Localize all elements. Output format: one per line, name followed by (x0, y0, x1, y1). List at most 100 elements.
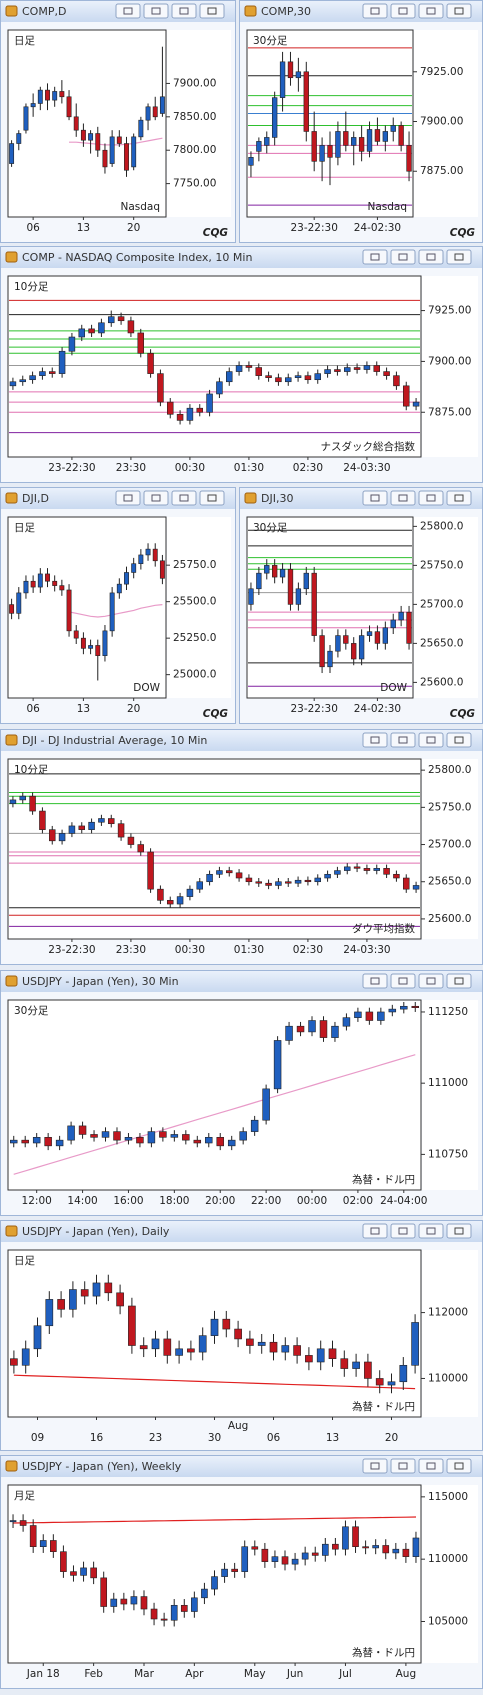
button-glyph (207, 494, 217, 502)
x-tick-label: 06 (26, 703, 40, 715)
link-button[interactable] (362, 732, 388, 748)
candle-body (206, 873, 213, 883)
candle-body (353, 367, 361, 370)
restore-button[interactable] (418, 1458, 444, 1474)
close-button[interactable] (446, 3, 472, 19)
candle-body (108, 316, 115, 324)
close-button[interactable] (446, 249, 472, 265)
link-button[interactable] (115, 3, 141, 19)
minimize-button[interactable] (390, 3, 416, 19)
link-button[interactable] (362, 973, 388, 989)
y-tick-label: 111250 (428, 1006, 468, 1018)
link-button[interactable] (362, 1223, 388, 1239)
link-button[interactable] (362, 249, 388, 265)
minimize-button[interactable] (143, 3, 169, 19)
candle-body (90, 1134, 98, 1138)
logo: CQG (450, 227, 476, 239)
instrument-name: ダウ平均指数 (352, 922, 415, 935)
button-glyph (179, 494, 189, 502)
minimize-button[interactable] (390, 973, 416, 989)
chart-window: COMP - NASDAQ Composite Index, 10 Min 792… (0, 246, 483, 483)
candle-body (261, 1548, 269, 1562)
y-tick-label: 25600.0 (428, 913, 471, 925)
candle-body (255, 367, 263, 376)
candle-body (180, 1604, 188, 1612)
minimize-button[interactable] (390, 490, 416, 506)
candle-body (176, 413, 184, 421)
candle-body (45, 1299, 54, 1327)
x-tick-label: 20:00 (205, 1195, 235, 1207)
candle-body (39, 810, 46, 830)
candle-body (30, 103, 36, 108)
candle-body (393, 375, 400, 387)
window-icon (5, 1460, 18, 1472)
minimize-button[interactable] (143, 490, 169, 506)
candle-body (59, 91, 65, 98)
minimize-button[interactable] (390, 1223, 416, 1239)
candle-body (256, 572, 262, 590)
candle-body (109, 592, 115, 632)
close-button[interactable] (446, 490, 472, 506)
link-button[interactable] (362, 490, 388, 506)
close-button[interactable] (199, 490, 225, 506)
candle-body (332, 1543, 339, 1550)
candle-body (342, 1526, 349, 1550)
chart-window: DJI - DJ Industrial Average, 10 Min 25800… (0, 729, 483, 965)
candle-body (358, 635, 365, 660)
link-button[interactable] (362, 3, 388, 19)
candle-body (293, 1345, 301, 1356)
candle-body (265, 882, 272, 886)
restore-button[interactable] (418, 973, 444, 989)
restore-button[interactable] (418, 1223, 444, 1239)
candle-body (311, 1552, 319, 1556)
button-glyph (426, 736, 436, 744)
restore-button[interactable] (418, 3, 444, 19)
moving-average (68, 604, 163, 618)
candle-body (406, 145, 412, 172)
candle-body (29, 795, 36, 812)
x-tick-label: 01:30 (234, 462, 264, 474)
button-glyph (151, 494, 161, 502)
minimize-button[interactable] (390, 732, 416, 748)
candle-body (138, 554, 144, 565)
candle-body (9, 143, 15, 164)
close-button[interactable] (446, 973, 472, 989)
restore-button[interactable] (418, 249, 444, 265)
candle-body (335, 635, 341, 652)
minimize-button[interactable] (390, 1458, 416, 1474)
candle-body (120, 1598, 128, 1605)
y-tick-label: 25500.0 (173, 596, 216, 608)
candle-body (301, 1552, 309, 1560)
candle-body (95, 645, 101, 656)
candle-body (281, 1556, 289, 1565)
candle-body (157, 888, 164, 901)
y-tick-label: 110000 (428, 1372, 468, 1384)
restore-button[interactable] (171, 3, 197, 19)
candle-body (116, 1292, 124, 1307)
candle-body (235, 365, 243, 372)
minimize-button[interactable] (390, 249, 416, 265)
candle-body (363, 365, 371, 370)
x-tick-label: 13 (77, 703, 90, 715)
candle-body (324, 369, 331, 374)
candle-body (167, 401, 174, 415)
close-button[interactable] (446, 1458, 472, 1474)
x-tick-label: 18:00 (159, 1195, 189, 1207)
x-tick-label: 16 (90, 1432, 104, 1444)
link-button[interactable] (362, 1458, 388, 1474)
close-button[interactable] (199, 3, 225, 19)
period-label: 10分足 (14, 764, 49, 776)
close-button[interactable] (446, 1223, 472, 1239)
candle-body (138, 119, 144, 138)
close-button[interactable] (446, 732, 472, 748)
link-button[interactable] (115, 490, 141, 506)
period-label: 日足 (14, 35, 35, 47)
restore-button[interactable] (418, 732, 444, 748)
candle-body (32, 1137, 41, 1144)
candle-body (373, 365, 380, 372)
candle-body (137, 332, 145, 354)
restore-button[interactable] (171, 490, 197, 506)
restore-button[interactable] (418, 490, 444, 506)
candle-body (152, 106, 158, 118)
title-bar (1, 971, 482, 992)
